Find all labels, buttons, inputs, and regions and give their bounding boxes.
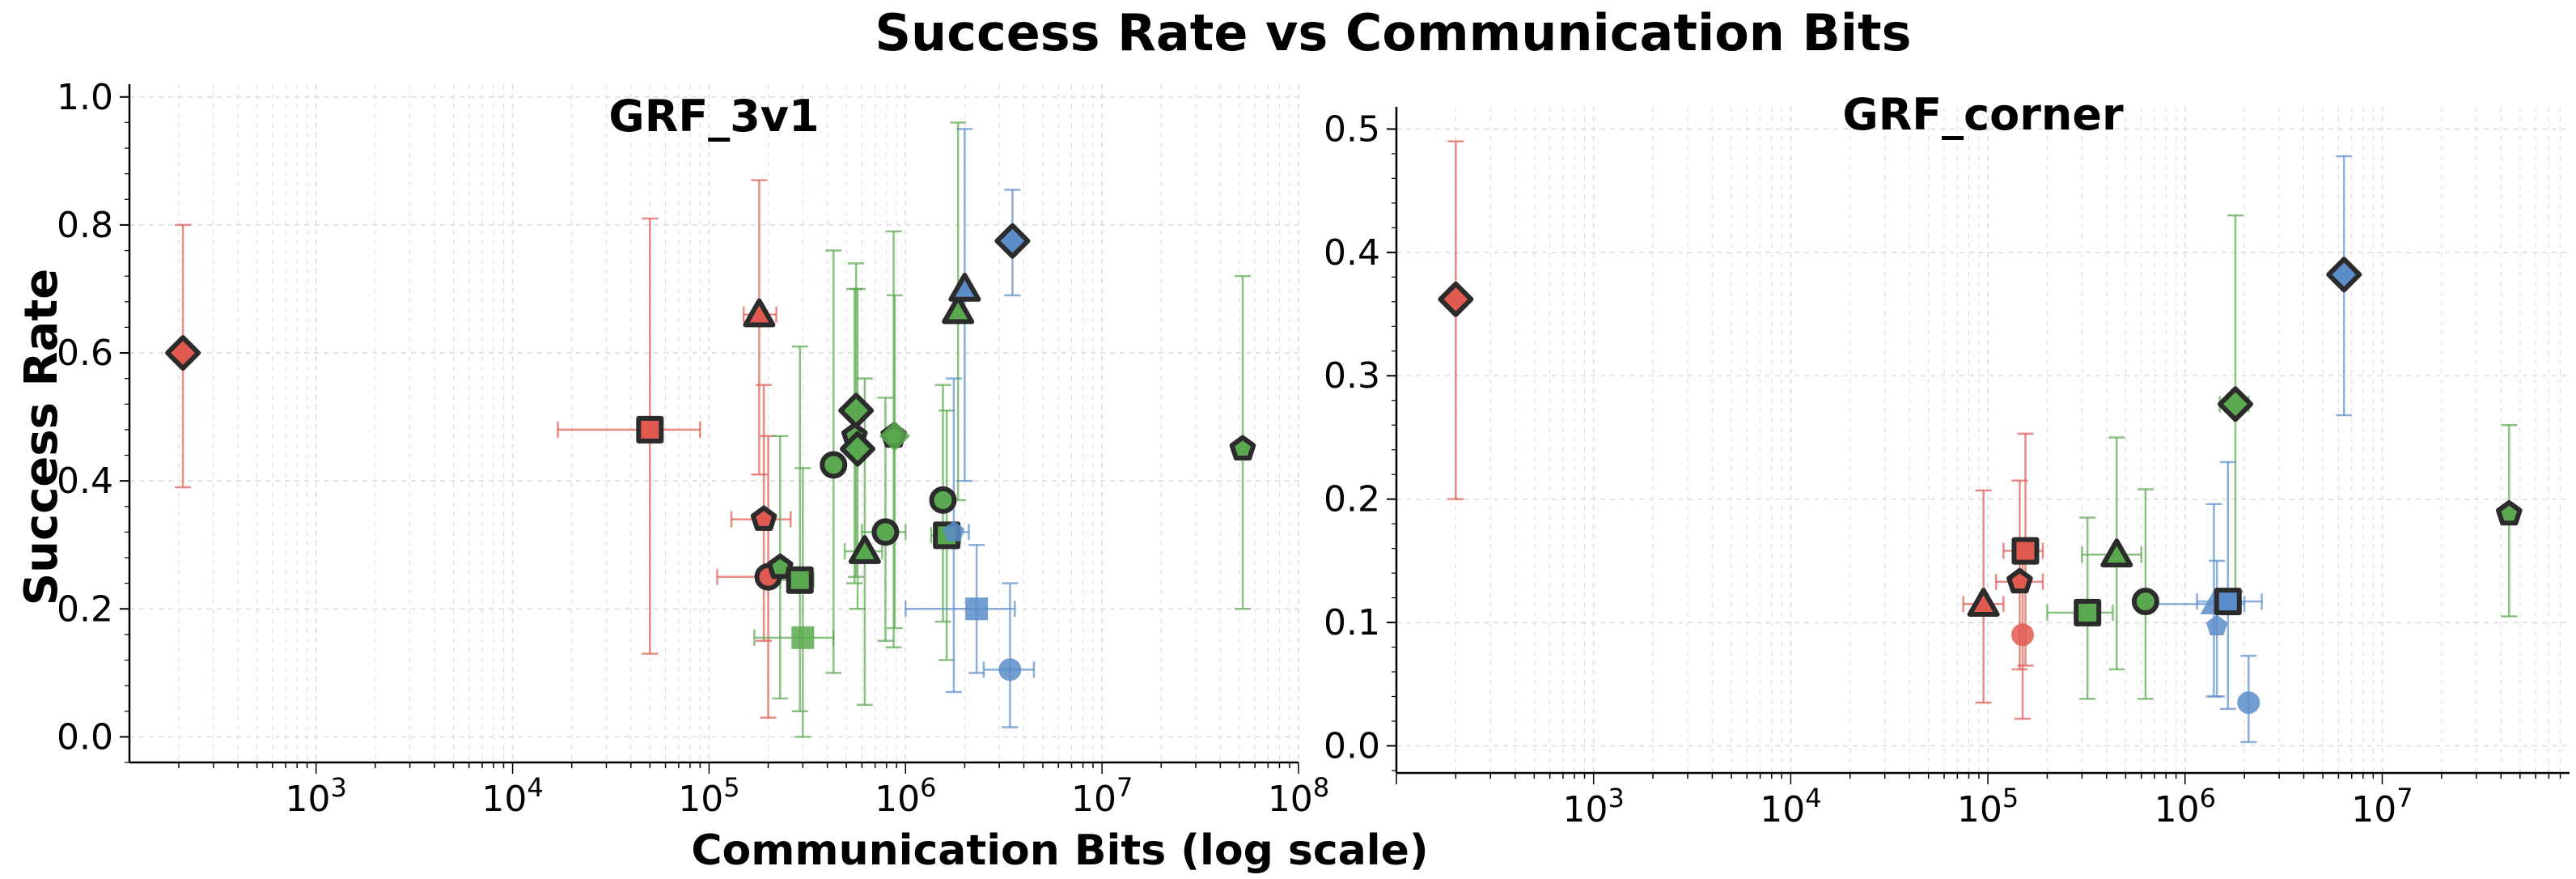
y-tick-label: 0.4: [57, 461, 113, 502]
grid: 0.0 0.1 0.2 0.3 0.4 0.5 103 104 105 106 107: [1324, 107, 2570, 830]
y-axis-label: Success Rate: [15, 269, 68, 605]
point-green-triangle: [848, 535, 881, 564]
point-blue-pentagon: [2205, 614, 2228, 635]
y-tick-label: 0.3: [1324, 355, 1380, 397]
point-blue-diamond: [994, 223, 1031, 259]
x-tick-label: 105: [1957, 783, 2019, 830]
point-green-pentagon: [1229, 435, 1256, 461]
x-tick-label: 108: [1268, 772, 1329, 820]
point-green-triangle: [942, 295, 975, 325]
point-red-diamond: [1438, 281, 1474, 317]
y-tick-label: 0.0: [57, 716, 113, 758]
x-tick-label: 103: [286, 772, 347, 820]
point-red-circle: [2011, 623, 2035, 647]
point-red-pentagon: [750, 505, 777, 531]
point-blue-square: [965, 597, 989, 621]
error-bars: [1447, 140, 2518, 744]
point-green-diamond: [879, 420, 910, 452]
point-green-square: [791, 626, 815, 649]
x-axis-label: Communication Bits (log scale): [691, 826, 1428, 875]
point-green-circle: [871, 518, 900, 546]
panel-2: 0.0 0.1 0.2 0.3 0.4 0.5 103 104 105 106 107 GRF_cor…: [1324, 89, 2570, 830]
point-green-diamond: [839, 431, 875, 467]
x-tick-label: 107: [2351, 783, 2413, 830]
point-red-square: [636, 415, 664, 444]
point-blue-pentagon: [943, 520, 965, 541]
point-green-square: [786, 566, 814, 594]
y-tick-label: 0.8: [57, 205, 113, 246]
point-red-triangle: [1967, 588, 2000, 617]
point-blue-circle: [998, 658, 1022, 682]
y-tick-label: 0.2: [1324, 479, 1380, 520]
point-red-square: [2011, 537, 2040, 565]
panel-title: GRF_corner: [1842, 89, 2124, 140]
point-blue-square: [2214, 588, 2242, 616]
point-blue-diamond: [2326, 257, 2362, 293]
panels: 0.0 0.2 0.4 0.6 0.8 1.0 103 104 105 106 107 108 GRF_…: [57, 77, 2570, 830]
point-green-triangle: [2100, 538, 2133, 567]
point-red-pentagon: [2006, 567, 2033, 594]
y-tick-label: 0.1: [1324, 602, 1380, 643]
y-tick-label: 0.5: [1324, 108, 1380, 150]
y-tick-label: 0.0: [1324, 725, 1380, 766]
figure-title: Success Rate vs Communication Bits: [875, 3, 1911, 62]
point-green-circle: [2131, 588, 2159, 616]
point-blue-circle: [2237, 691, 2260, 715]
point-green-diamond: [2217, 386, 2253, 423]
grid: 0.0 0.2 0.4 0.6 0.8 1.0 103 104 105 106 107 108: [57, 77, 1329, 820]
panel-1: 0.0 0.2 0.4 0.6 0.8 1.0 103 104 105 106 107 108 GRF_…: [57, 77, 1329, 820]
error-bars: [175, 121, 1252, 738]
point-green-circle: [820, 451, 848, 479]
markers: [1438, 257, 2523, 715]
x-tick-label: 106: [2154, 783, 2216, 830]
x-tick-label: 104: [481, 772, 543, 820]
point-green-pentagon: [2496, 499, 2523, 526]
panel-title: GRF_3v1: [608, 91, 819, 142]
x-tick-label: 103: [1563, 783, 1625, 830]
y-tick-label: 1.0: [57, 77, 113, 118]
y-tick-label: 0.2: [57, 588, 113, 630]
point-green-square: [2074, 598, 2102, 626]
x-tick-label: 106: [875, 772, 936, 820]
point-green-circle: [929, 486, 957, 514]
x-tick-label: 107: [1071, 772, 1133, 820]
x-tick-label: 105: [678, 772, 739, 820]
point-red-diamond: [165, 335, 201, 372]
markers: [165, 223, 1256, 682]
y-tick-label: 0.4: [1324, 232, 1380, 274]
point-green-diamond: [838, 393, 875, 429]
x-tick-label: 104: [1760, 783, 1821, 830]
point-green-pentagon: [767, 553, 794, 580]
y-tick-label: 0.6: [57, 333, 113, 374]
point-blue-triangle: [948, 272, 981, 302]
point-red-triangle: [743, 298, 776, 328]
